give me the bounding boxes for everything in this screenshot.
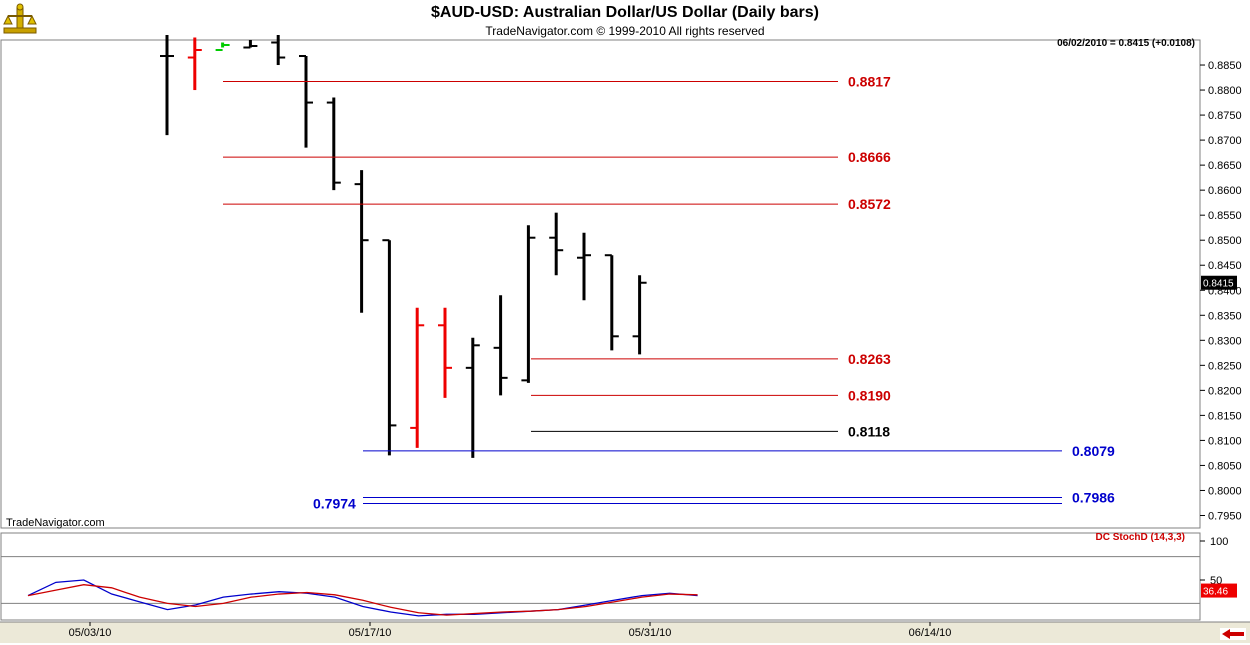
ohlc-bar	[465, 337, 480, 458]
scroll-left-arrow-icon[interactable]	[1220, 627, 1246, 640]
price-axis-tick-label: 0.7950	[1208, 510, 1242, 522]
indicator-last-value-box	[1201, 583, 1237, 598]
ohlc-bar	[160, 34, 174, 136]
ohlc-bar	[549, 212, 564, 276]
indicator-axis-tick-label: 100	[1210, 536, 1228, 548]
price-axis-tick-label: 0.8200	[1208, 385, 1242, 397]
indicator-last-value-label: 36.46	[1203, 587, 1228, 598]
ohlc-bar	[604, 254, 619, 351]
price-axis-tick-label: 0.8550	[1208, 210, 1242, 222]
last-price-box	[1201, 275, 1237, 290]
ohlc-bar	[354, 170, 369, 313]
level-label: 0.8572	[848, 196, 891, 212]
ohlc-bar	[577, 232, 591, 301]
price-axis-tick-label: 0.8050	[1208, 460, 1242, 472]
copyright-subtitle: TradeNavigator.com © 1999-2010 All right…	[485, 24, 765, 38]
chart-title: $AUD-USD: Australian Dollar/US Dollar (D…	[431, 4, 819, 21]
price-axis-tick-label: 0.8450	[1208, 260, 1242, 272]
price-plot-frame	[0, 39, 1201, 529]
level-label: 0.8263	[848, 351, 891, 367]
price-axis-tick-label: 0.8800	[1208, 85, 1242, 97]
last-value-readout: 06/02/2010 = 0.8415 (+0.0108)	[1057, 38, 1195, 49]
last-price-label: 0.8415	[1203, 279, 1234, 290]
date-axis-band	[0, 622, 1250, 643]
date-axis-label: 05/17/10	[349, 627, 392, 639]
price-axis-tick-label: 0.8500	[1208, 235, 1242, 247]
ohlc-bar	[271, 34, 286, 66]
level-label: 0.8079	[1072, 443, 1115, 459]
price-axis-tick-label: 0.8300	[1208, 335, 1242, 347]
ohlc-bar	[410, 307, 425, 448]
ohlc-bar	[632, 275, 647, 355]
indicator-plot-frame	[0, 532, 1201, 621]
level-label: 0.8817	[848, 74, 891, 90]
date-axis-label: 06/14/10	[909, 627, 952, 639]
ohlc-bar	[438, 307, 452, 398]
ohlc-bar	[521, 225, 536, 383]
ohlc-bar	[187, 37, 202, 91]
price-axis-tick-label: 0.8600	[1208, 185, 1242, 197]
ohlc-bar	[243, 40, 258, 49]
price-axis-tick-label: 0.8100	[1208, 435, 1242, 447]
price-axis-tick-label: 0.8750	[1208, 110, 1242, 122]
ohlc-bar	[215, 42, 230, 52]
date-axis-label: 05/31/10	[629, 627, 672, 639]
price-axis-tick-label: 0.8350	[1208, 310, 1242, 322]
level-label: 0.8190	[848, 387, 891, 403]
level-label: 0.8118	[848, 423, 890, 439]
stoch-k-line	[27, 579, 698, 617]
watermark-text: TradeNavigator.com	[6, 517, 105, 529]
ohlc-bar	[493, 295, 508, 396]
price-axis-tick-label: 0.8150	[1208, 410, 1242, 422]
trade-navigator-logo-icon[interactable]	[2, 2, 38, 36]
price-axis-tick-label: 0.8850	[1208, 60, 1242, 72]
stochastic-label: DC StochD (14,3,3)	[1095, 532, 1185, 543]
ohlc-bar	[299, 55, 313, 148]
stoch-d-line	[27, 584, 698, 616]
price-axis-tick-label: 0.8250	[1208, 360, 1242, 372]
ohlc-bar	[382, 239, 397, 456]
price-axis-tick-label: 0.8000	[1208, 485, 1242, 497]
level-label: 0.8666	[848, 149, 891, 165]
level-label: 0.7974	[313, 495, 356, 511]
ohlc-bar	[326, 97, 341, 191]
date-axis-label: 05/03/10	[69, 627, 112, 639]
price-axis-tick-label: 0.8700	[1208, 135, 1242, 147]
price-axis-tick-label: 0.8650	[1208, 160, 1242, 172]
level-label: 0.7986	[1072, 489, 1115, 505]
